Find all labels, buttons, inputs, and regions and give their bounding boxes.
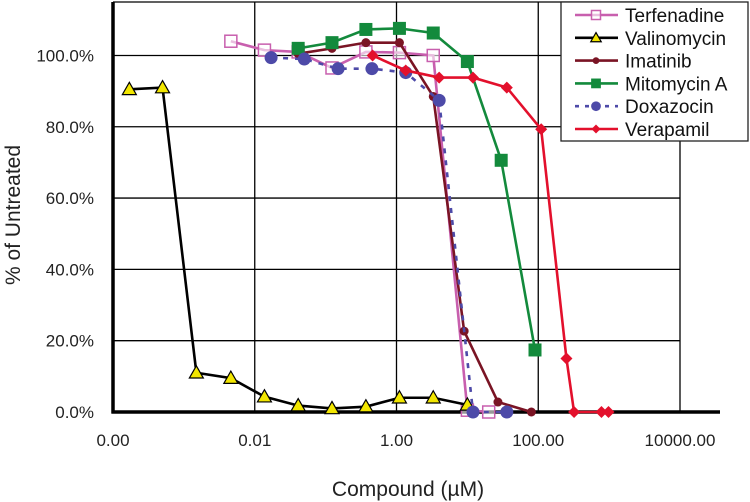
x-tick-label: 0.00 — [96, 431, 129, 450]
mitomycin-a-line — [297, 27, 537, 351]
y-axis-label: % of Untreated — [2, 145, 25, 285]
mitomycin-a-marker — [359, 22, 373, 36]
legend: TerfenadineValinomycinImatinibMitomycin … — [560, 1, 749, 142]
doxazocin-marker — [331, 62, 345, 76]
terfenadine-marker — [224, 34, 238, 48]
legend-label: Valinomycin — [625, 29, 726, 50]
tick-labels: 0.00 0.01 1.00 100.00 10000.00 0.0% 20.0% 40.0%… — [36, 46, 715, 450]
y-tick-label: 100.0% — [36, 46, 94, 65]
valinomycin-marker — [154, 79, 171, 94]
valinomycin-line — [129, 86, 468, 410]
valinomycin-series — [121, 79, 476, 415]
imatinib-marker — [361, 38, 371, 48]
valinomycin-marker — [290, 397, 307, 412]
terfenadine-marker — [426, 48, 440, 63]
verapamil-series — [366, 49, 615, 418]
y-tick-label: 80.0% — [46, 118, 94, 137]
valinomycin-marker — [222, 369, 239, 384]
valinomycin-marker — [589, 31, 603, 43]
legend-item-imatinib: Imatinib — [575, 52, 692, 73]
x-tick-label: 100.00 — [512, 431, 564, 450]
valinomycin-marker — [256, 388, 273, 403]
verapamil-marker — [568, 406, 581, 418]
mitomycin-a-marker — [426, 26, 440, 40]
verapamil-marker — [500, 81, 513, 94]
doxazocin-marker — [264, 51, 278, 65]
valinomycin-marker — [323, 400, 341, 415]
doxazocin-series — [264, 51, 514, 419]
valinomycin-marker — [391, 389, 408, 404]
legend-item-verapamil: Verapamil — [575, 120, 710, 141]
y-tick-label: 0.0% — [55, 403, 94, 422]
imatinib-marker — [592, 57, 600, 64]
doxazocin-marker — [365, 62, 379, 76]
mitomycin-a-marker — [494, 153, 508, 167]
verapamil-marker — [595, 406, 608, 418]
mitomycin-a-marker — [591, 78, 601, 89]
verapamil-marker — [466, 71, 479, 84]
mitomycin-a-marker — [528, 343, 542, 357]
legend-label: Verapamil — [625, 120, 710, 141]
x-tick-label: 1.00 — [380, 431, 413, 450]
doxazocin-marker — [500, 405, 514, 419]
imatinib-marker — [493, 397, 503, 407]
doxazocin-marker — [591, 101, 601, 112]
x-axis-label: Compound (µM) — [332, 478, 484, 501]
verapamil-marker — [602, 406, 615, 418]
verapamil-marker — [399, 64, 412, 77]
valinomycin-marker — [357, 398, 374, 413]
doxazocin-line — [271, 56, 507, 414]
imatinib-line — [297, 41, 532, 414]
verapamil-marker — [366, 49, 379, 62]
legend-item-valinomycin: Valinomycin — [575, 29, 726, 50]
mitomycin-a-marker — [325, 36, 339, 50]
valinomycin-marker — [425, 389, 442, 404]
mitomycin-a-marker — [291, 41, 305, 55]
mitomycin-a-series — [291, 21, 542, 357]
valinomycin-marker — [121, 81, 138, 96]
y-tick-label: 40.0% — [46, 260, 94, 279]
mitomycin-a-marker — [392, 21, 406, 35]
y-tick-label: 60.0% — [46, 189, 94, 208]
imatinib-series — [293, 38, 536, 417]
legend-item-doxazocin: Doxazocin — [575, 97, 714, 118]
terfenadine-marker — [590, 9, 602, 21]
x-tick-label: 0.01 — [238, 431, 271, 450]
legend-label: Mitomycin A — [625, 74, 728, 95]
verapamil-marker — [433, 71, 446, 84]
legend-box — [560, 1, 749, 142]
legend-item-terfenadine: Terfenadine — [575, 6, 724, 27]
valinomycin-marker — [188, 364, 205, 379]
verapamil-line — [372, 54, 609, 414]
legend-label: Terfenadine — [625, 6, 724, 27]
doxazocin-marker — [466, 405, 480, 419]
x-tick-label: 10000.00 — [645, 431, 716, 450]
legend-label: Doxazocin — [625, 97, 714, 118]
series-layer — [121, 21, 615, 419]
y-tick-label: 20.0% — [46, 332, 94, 351]
imatinib-marker — [394, 38, 404, 48]
mitomycin-a-marker — [460, 55, 474, 69]
legend-label: Imatinib — [625, 52, 692, 73]
doxazocin-marker — [432, 93, 446, 107]
imatinib-marker — [526, 407, 536, 417]
verapamil-marker — [560, 352, 573, 365]
legend-item-mitomycin-a: Mitomycin A — [575, 74, 728, 95]
verapamil-marker — [535, 123, 548, 136]
doxazocin-marker — [297, 52, 311, 66]
verapamil-marker — [591, 124, 601, 134]
terfenadine-series — [224, 34, 496, 419]
